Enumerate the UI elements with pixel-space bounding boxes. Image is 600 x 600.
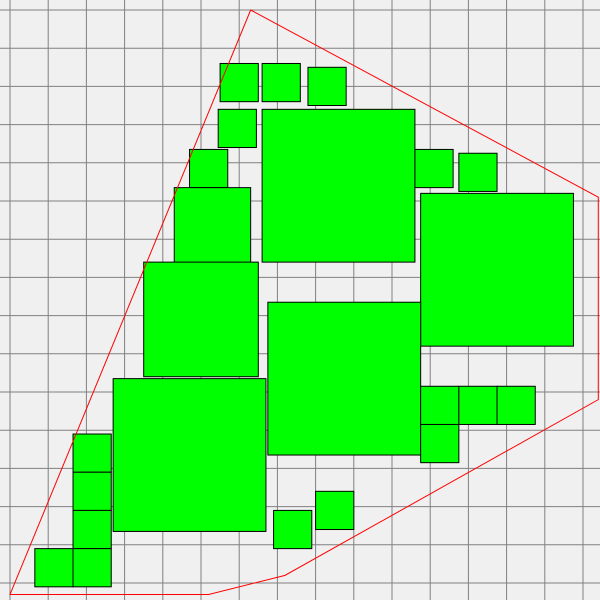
square: [315, 490, 355, 531]
square: [496, 385, 536, 425]
square: [34, 548, 74, 588]
squares: [34, 62, 574, 588]
square: [273, 509, 313, 550]
square: [219, 62, 259, 103]
square: [72, 433, 112, 473]
square: [112, 378, 267, 532]
square: [72, 548, 112, 588]
square: [261, 108, 416, 263]
square: [420, 385, 460, 425]
square: [217, 108, 257, 149]
square: [307, 66, 347, 107]
square: [267, 301, 422, 456]
square: [72, 509, 112, 550]
square: [458, 385, 498, 425]
square: [173, 187, 252, 265]
square: [420, 423, 460, 464]
boundary-polygon: [9, 9, 599, 595]
square: [143, 261, 259, 378]
square: [72, 471, 112, 511]
square: [414, 148, 454, 189]
square: [261, 62, 301, 103]
square: [458, 152, 498, 192]
square: [420, 192, 574, 347]
square: [189, 148, 229, 189]
